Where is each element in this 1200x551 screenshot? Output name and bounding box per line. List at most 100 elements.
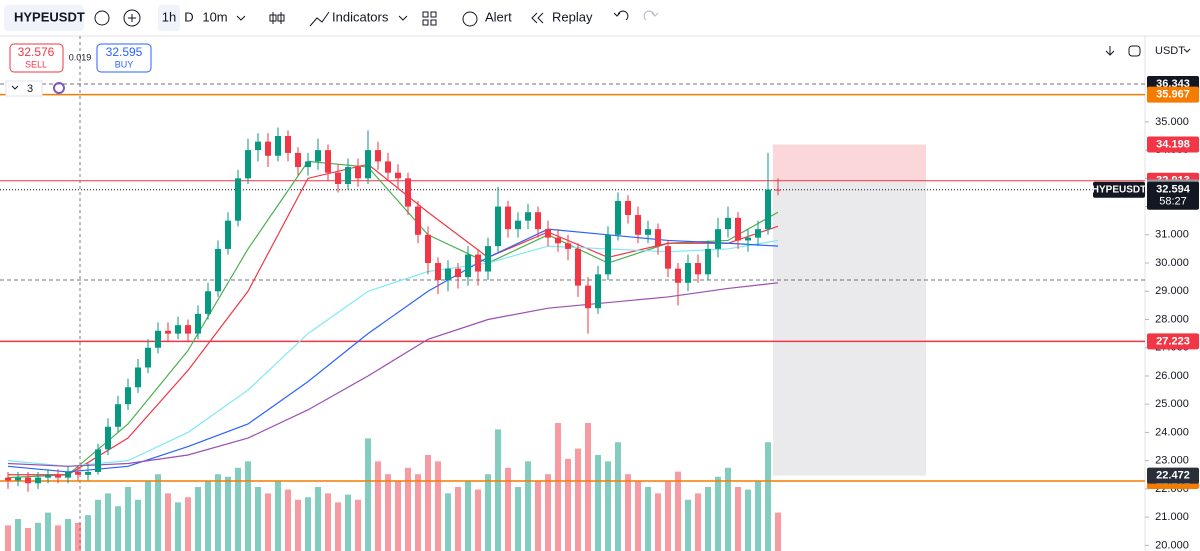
volume-bar bbox=[205, 480, 211, 551]
price-tag-label: 22.472 bbox=[1156, 469, 1190, 481]
replay-icon[interactable] bbox=[531, 12, 544, 24]
volume-bar bbox=[445, 493, 451, 551]
candle-body bbox=[195, 313, 201, 334]
sell-label[interactable]: SELL bbox=[25, 59, 47, 69]
symbol-box[interactable] bbox=[4, 5, 84, 31]
interval[interactable]: 10m bbox=[202, 9, 227, 24]
volume-bar bbox=[285, 489, 291, 551]
candle-body bbox=[235, 178, 241, 221]
candle-body bbox=[475, 254, 481, 272]
interval[interactable]: D bbox=[184, 9, 193, 24]
symbol-tag-label: HYPEUSDT bbox=[1092, 184, 1146, 195]
y-tick-label: 35.000 bbox=[1155, 116, 1189, 128]
buy-label[interactable]: BUY bbox=[115, 59, 134, 69]
candle-body bbox=[635, 215, 641, 235]
layers-box[interactable] bbox=[5, 80, 43, 97]
candle-body bbox=[625, 200, 631, 216]
candle-body bbox=[705, 248, 711, 275]
volume-bar bbox=[225, 476, 231, 551]
volume-bar bbox=[135, 499, 141, 551]
candle-body bbox=[265, 141, 271, 156]
download-icon bbox=[1105, 46, 1115, 56]
volume-bar bbox=[25, 527, 31, 551]
candle-body bbox=[395, 172, 401, 179]
volume-bar bbox=[435, 461, 441, 551]
plot: 20.00021.00022.00023.00024.00025.00026.0… bbox=[0, 36, 1199, 551]
candle-body bbox=[535, 212, 541, 230]
symbol[interactable]: HYPEUSDT bbox=[14, 9, 85, 24]
candle-body bbox=[255, 141, 261, 151]
candle-body bbox=[665, 246, 671, 269]
volume-bar bbox=[325, 493, 331, 551]
replay[interactable]: Replay bbox=[552, 9, 593, 24]
interval-active[interactable] bbox=[158, 5, 180, 31]
price-tag bbox=[1147, 86, 1199, 103]
volume-bar bbox=[635, 480, 641, 551]
candle-body bbox=[325, 150, 331, 173]
currency-box[interactable] bbox=[1148, 41, 1194, 61]
volume-bar bbox=[115, 506, 121, 551]
sell-price[interactable]: 32.576 bbox=[18, 45, 55, 59]
volume-bar bbox=[745, 489, 751, 551]
volume-bar bbox=[365, 438, 371, 551]
last-price-label: 32.594 bbox=[1156, 184, 1191, 196]
candle-body bbox=[365, 150, 371, 179]
volume-bar bbox=[95, 499, 101, 551]
add-icon[interactable] bbox=[123, 9, 141, 27]
y-tick-label: 29.000 bbox=[1155, 285, 1189, 297]
price-tag-label: 34.198 bbox=[1156, 138, 1190, 150]
indicators-icon[interactable] bbox=[309, 11, 330, 27]
currency[interactable]: USDT bbox=[1155, 45, 1185, 57]
volume-bar bbox=[615, 442, 621, 551]
redo-icon[interactable] bbox=[643, 10, 659, 21]
candle-body bbox=[645, 229, 651, 235]
candle-body bbox=[585, 285, 591, 309]
candles-icon[interactable] bbox=[269, 12, 285, 24]
volume-bar bbox=[485, 474, 491, 551]
price-tag-label: 27.223 bbox=[1156, 335, 1190, 347]
symbol-tag bbox=[1093, 181, 1145, 198]
interval[interactable]: 1h bbox=[162, 9, 176, 24]
alert-icon[interactable] bbox=[462, 11, 478, 27]
volume-bar bbox=[655, 493, 661, 551]
candle-body bbox=[425, 234, 431, 264]
plus bbox=[128, 14, 136, 22]
volume-bar bbox=[525, 461, 531, 551]
chevron[interactable] bbox=[398, 15, 408, 21]
sync-icon[interactable] bbox=[53, 82, 65, 94]
volume-bar bbox=[665, 480, 671, 551]
volume-bar bbox=[275, 480, 281, 551]
candle-body bbox=[335, 172, 341, 184]
buy-price[interactable]: 32.595 bbox=[106, 45, 143, 59]
volume-bar bbox=[305, 497, 311, 551]
compare-icon[interactable] bbox=[94, 10, 110, 26]
candle-body bbox=[415, 206, 421, 235]
candle-body bbox=[485, 246, 491, 272]
buy-button[interactable] bbox=[96, 43, 152, 73]
order-panel: 32.576 SELL 0.019 32.595 BUY 3 USDT bbox=[5, 41, 1194, 97]
volume-bar bbox=[145, 480, 151, 551]
candle-body bbox=[515, 220, 521, 230]
position-stop-zone bbox=[773, 144, 926, 181]
sell-button[interactable] bbox=[9, 43, 64, 73]
candle-body bbox=[155, 330, 161, 348]
candle-body bbox=[745, 237, 751, 241]
volume-bar bbox=[255, 487, 261, 551]
layers-count[interactable]: 3 bbox=[27, 83, 33, 95]
refresh-icon[interactable] bbox=[1128, 45, 1141, 57]
candle-body bbox=[135, 367, 141, 388]
alert[interactable]: Alert bbox=[485, 9, 512, 24]
chevron[interactable] bbox=[236, 15, 246, 21]
last-price-tag bbox=[1147, 181, 1199, 210]
layouts-icon[interactable] bbox=[422, 11, 437, 26]
indicators[interactable]: Indicators bbox=[332, 9, 389, 24]
candle-body bbox=[465, 254, 471, 278]
y-tick-label: 31.000 bbox=[1155, 229, 1189, 241]
volume-bar bbox=[235, 467, 241, 551]
undo-icon[interactable] bbox=[613, 10, 629, 21]
volume-bar bbox=[375, 461, 381, 551]
volume-bar bbox=[125, 487, 131, 551]
chevron[interactable] bbox=[11, 85, 19, 90]
price-tag-label: 35.967 bbox=[1156, 88, 1190, 100]
chevron bbox=[1183, 48, 1191, 53]
